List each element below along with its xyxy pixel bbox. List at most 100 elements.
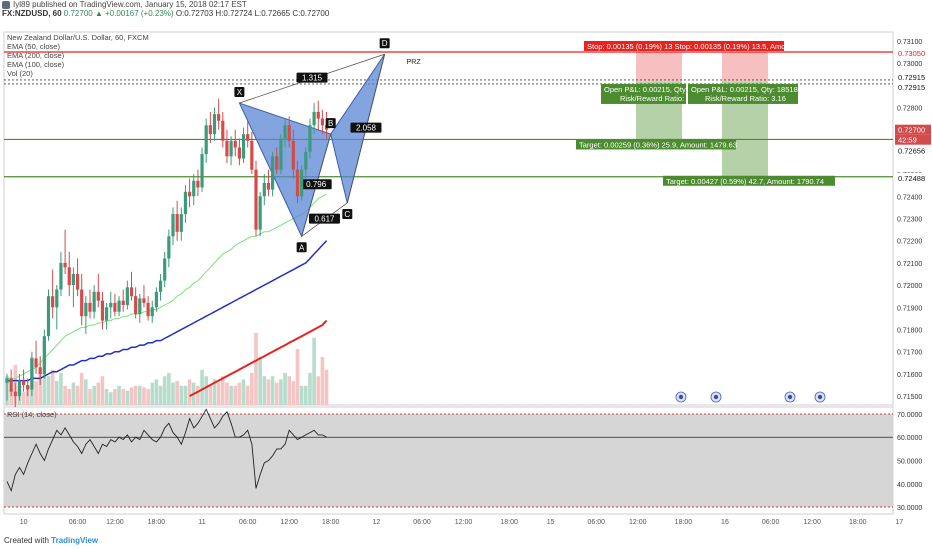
candle-body	[13, 391, 17, 397]
symbol-name[interactable]: FX:NZDUSD, 60	[2, 9, 62, 18]
candle-body	[92, 291, 96, 312]
candle-body	[109, 302, 113, 308]
indicator-label: EMA (200, close)	[7, 51, 65, 60]
candle-body	[254, 169, 258, 230]
x-tick-label: 17	[895, 519, 903, 526]
volume-bar	[324, 369, 329, 405]
volume-bar	[146, 389, 150, 405]
candle-body	[275, 156, 279, 170]
volume-bar	[312, 337, 316, 405]
pnl2-line2: Risk/Reward Ratio: 3.16	[705, 94, 786, 103]
pattern-point-bg	[234, 87, 245, 98]
price-change: 0.72700 ▲ +0.00167 (+0.23%)	[63, 9, 174, 18]
publish-text: Iyl89 published on TradingView.com, Janu…	[13, 0, 247, 9]
candle-body	[200, 154, 204, 188]
ema50-line	[7, 193, 327, 379]
rsi-y-tick-label: 30.0000	[897, 505, 922, 512]
axis-entry-tag-1: 0.72915	[898, 73, 925, 82]
rsi-y-tick-label: 60.0000	[897, 435, 922, 442]
ratio-label: 2.058	[356, 124, 377, 133]
candle-body	[100, 300, 105, 321]
volume-bar	[171, 382, 175, 405]
volume-bar	[100, 376, 105, 405]
volume-bar	[50, 369, 55, 405]
volume-bar	[216, 382, 221, 405]
candle-body	[287, 125, 291, 141]
volume-bar	[150, 382, 155, 405]
ratio-label: 0.796	[306, 180, 327, 189]
volume-bar	[84, 379, 88, 405]
rsi-line	[6, 408, 327, 493]
volume-bar	[113, 389, 117, 405]
candle-body	[154, 291, 158, 308]
candle-body	[179, 214, 183, 232]
y-tick-label: 0.73100	[897, 39, 922, 46]
volume-bar	[75, 385, 80, 405]
y-tick-label: 0.72100	[897, 261, 922, 268]
candle-body	[258, 196, 262, 230]
axis-stop-tag-bg	[895, 47, 931, 58]
volume-bar	[241, 379, 246, 405]
candle-body	[84, 302, 88, 317]
ratio-label: 1.315	[302, 74, 323, 83]
candle-body	[163, 258, 167, 281]
pattern-point-bg	[296, 242, 307, 253]
ratio-label-bg	[296, 72, 328, 83]
x-tick-label: 18:00	[148, 519, 166, 526]
indicator-label: Vol (20)	[7, 69, 33, 78]
volume-bar	[133, 385, 138, 405]
volume-bar	[221, 376, 225, 405]
footer-brand[interactable]: TradingView	[51, 536, 99, 545]
x-tick-label: 12:00	[803, 519, 821, 526]
candle-body	[80, 289, 84, 317]
candle-body	[88, 302, 92, 312]
x-tick-label: 10	[20, 519, 28, 526]
candle-body	[75, 274, 80, 290]
rsi-y-tick-label: 50.0000	[897, 459, 922, 466]
y-tick-label: 0.72800	[897, 105, 922, 112]
volume-bar	[142, 387, 146, 405]
volume-bar	[266, 379, 271, 405]
tradingview-logo-icon	[2, 0, 10, 9]
volume-bar	[254, 333, 258, 405]
axis-target1-tag: 0.72656	[898, 146, 925, 155]
volume-bar	[59, 373, 63, 405]
candle-body	[304, 151, 308, 170]
volume-bar	[283, 373, 287, 405]
x-tick-label: 15	[547, 519, 555, 526]
pattern-point-bg	[342, 208, 353, 219]
indicator-label: EMA (50, close)	[7, 42, 60, 51]
ohlc-values: O:0.72703 H:0.72724 L:0.72665 C:0.72700	[175, 9, 330, 18]
candle-body	[208, 125, 212, 135]
candle-body	[279, 138, 283, 170]
candle-body	[26, 385, 30, 390]
candle-body	[150, 307, 154, 317]
volume-bar	[121, 389, 125, 405]
volume-bar	[299, 385, 304, 405]
ratio-label-bg	[300, 179, 332, 190]
ratio-label-bg	[308, 213, 340, 224]
volume-bar	[71, 382, 76, 405]
volume-bar	[129, 387, 134, 405]
volume-bar	[108, 392, 113, 405]
volume-bar	[250, 373, 254, 405]
volume-bar	[274, 382, 279, 405]
volume-bar	[179, 385, 184, 405]
pnl-box-2	[688, 83, 798, 104]
candle-body	[237, 147, 241, 159]
pattern-point-bg	[325, 118, 336, 129]
volume-bar	[138, 385, 142, 405]
volume-bar	[187, 379, 192, 405]
y-tick-label: 0.72400	[897, 194, 922, 201]
x-tick-label: 12:00	[455, 519, 473, 526]
candle-body	[175, 214, 179, 232]
candle-body	[158, 280, 163, 292]
candle-body	[196, 180, 200, 188]
candle-body	[42, 336, 46, 374]
volume-bar	[200, 369, 204, 405]
y-tick-label: 0.71500	[897, 394, 922, 401]
candle-body	[55, 289, 59, 308]
candle-body	[63, 262, 67, 268]
candle-body	[171, 214, 175, 237]
